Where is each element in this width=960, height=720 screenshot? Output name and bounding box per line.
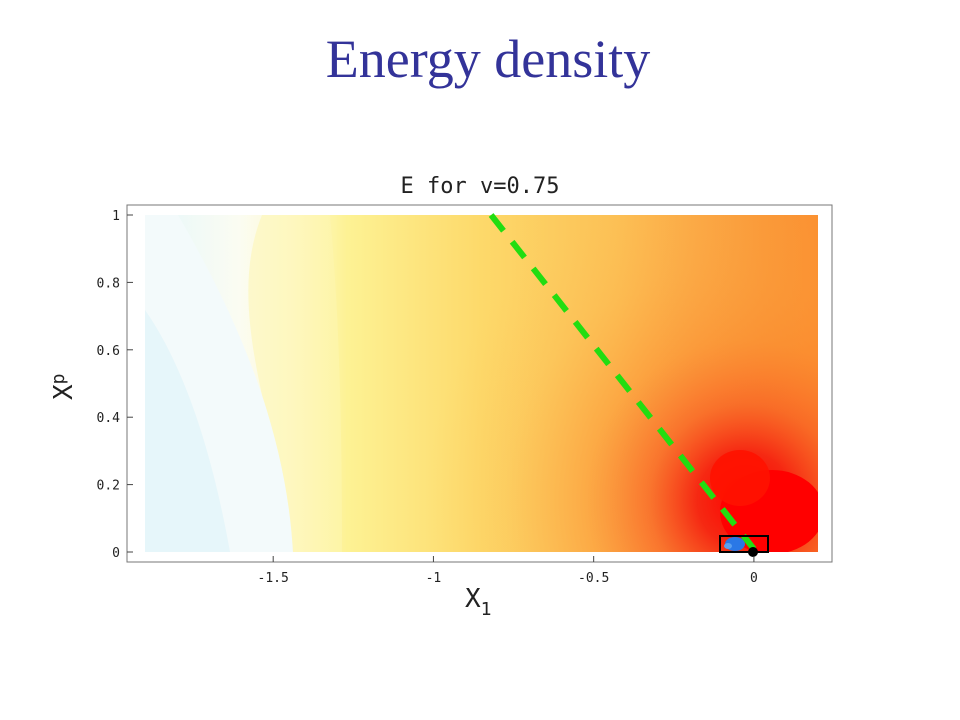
highlight-box bbox=[719, 535, 769, 553]
y-tick-label: 0.6 bbox=[97, 344, 120, 359]
heatmap-field bbox=[145, 215, 818, 552]
chart-title: E for v=0.75 bbox=[401, 174, 560, 199]
y-tick-label: 1 bbox=[112, 209, 120, 224]
slide-title: Energy density bbox=[325, 29, 651, 89]
x-tick-label: -1 bbox=[426, 571, 442, 586]
y-axis-ticks: 0 0.2 0.4 0.6 0.8 1 bbox=[97, 209, 133, 561]
x-axis-ticks: -1.5 -1 -0.5 0 bbox=[258, 556, 758, 586]
plot-frame bbox=[126, 204, 833, 563]
y-tick-label: 0.2 bbox=[97, 479, 120, 494]
y-axis-label: Xp bbox=[48, 374, 79, 401]
y-tick-label: 0.8 bbox=[97, 276, 120, 291]
x-tick-label: 0 bbox=[750, 571, 758, 586]
y-tick-label: 0 bbox=[112, 546, 120, 561]
x-axis-label: X1 bbox=[465, 584, 492, 620]
x-tick-label: -0.5 bbox=[578, 571, 609, 586]
x-tick-label: -1.5 bbox=[258, 571, 289, 586]
y-tick-label: 0.4 bbox=[97, 411, 121, 426]
origin-marker-point bbox=[748, 547, 758, 557]
dashed-trajectory-line bbox=[488, 213, 757, 551]
